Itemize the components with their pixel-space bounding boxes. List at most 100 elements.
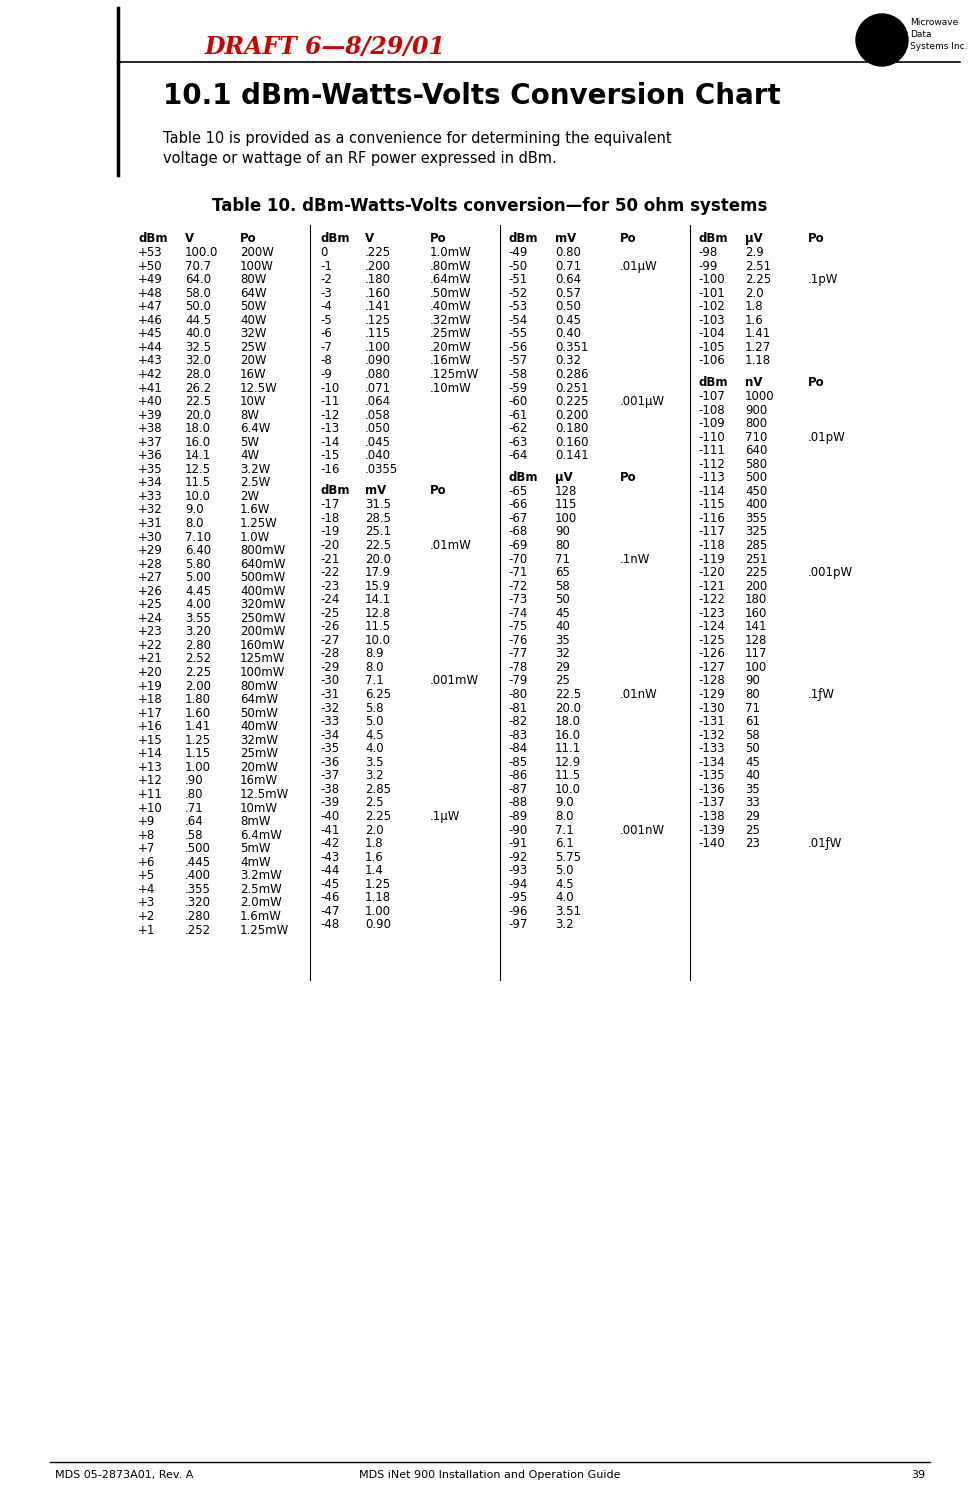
Text: -87: -87 xyxy=(508,783,527,796)
Text: 1.25: 1.25 xyxy=(185,734,211,747)
Text: -125: -125 xyxy=(698,634,725,647)
Text: 128: 128 xyxy=(745,634,767,647)
Text: -52: -52 xyxy=(508,286,527,300)
Text: 25.1: 25.1 xyxy=(365,525,391,538)
Text: +41: +41 xyxy=(138,382,163,395)
Text: 0: 0 xyxy=(320,246,327,259)
Text: 0.80: 0.80 xyxy=(555,246,581,259)
Text: -40: -40 xyxy=(320,810,339,823)
Text: 40.0: 40.0 xyxy=(185,328,211,340)
Text: -129: -129 xyxy=(698,687,725,701)
Text: +35: +35 xyxy=(138,462,163,476)
Text: 5.0: 5.0 xyxy=(555,865,573,877)
Text: 100: 100 xyxy=(745,661,767,674)
Text: 115: 115 xyxy=(555,498,577,511)
Text: 8.0: 8.0 xyxy=(365,661,383,674)
Text: 1.6W: 1.6W xyxy=(240,504,270,516)
Text: -97: -97 xyxy=(508,918,527,932)
Text: -5: -5 xyxy=(320,313,332,327)
Text: 1.25mW: 1.25mW xyxy=(240,923,289,936)
Text: -32: -32 xyxy=(320,702,339,714)
Text: 4.45: 4.45 xyxy=(185,584,211,598)
Text: -83: -83 xyxy=(508,729,527,741)
Text: 1.25W: 1.25W xyxy=(240,517,277,529)
Text: 1.18: 1.18 xyxy=(365,892,391,905)
Text: 33: 33 xyxy=(745,796,760,810)
Text: -84: -84 xyxy=(508,743,527,756)
Text: -67: -67 xyxy=(508,511,527,525)
Text: 20mW: 20mW xyxy=(240,760,278,774)
Text: 2.51: 2.51 xyxy=(745,259,771,273)
Text: -21: -21 xyxy=(320,553,339,565)
Text: -116: -116 xyxy=(698,511,725,525)
Text: -78: -78 xyxy=(508,661,527,674)
Text: 4W: 4W xyxy=(240,449,259,462)
Text: -108: -108 xyxy=(698,404,724,416)
Text: -62: -62 xyxy=(508,422,527,435)
Text: 200W: 200W xyxy=(240,246,273,259)
Text: 0.286: 0.286 xyxy=(555,368,589,380)
Text: 25: 25 xyxy=(555,674,570,687)
Text: Po: Po xyxy=(808,376,824,389)
Text: 3.2mW: 3.2mW xyxy=(240,869,282,883)
Text: 39: 39 xyxy=(910,1470,925,1481)
Text: +22: +22 xyxy=(138,640,163,652)
Text: -81: -81 xyxy=(508,702,527,714)
Text: -18: -18 xyxy=(320,511,339,525)
Text: .01mW: .01mW xyxy=(430,540,471,552)
Text: 35: 35 xyxy=(745,783,760,796)
Text: 5.80: 5.80 xyxy=(185,558,211,571)
Text: -138: -138 xyxy=(698,810,724,823)
Text: Table 10. dBm-Watts-Volts conversion—for 50 ohm systems: Table 10. dBm-Watts-Volts conversion—for… xyxy=(213,197,767,215)
Text: 160mW: 160mW xyxy=(240,640,285,652)
Text: 80W: 80W xyxy=(240,273,267,286)
Text: Table 10 is provided as a convenience for determining the equivalent: Table 10 is provided as a convenience fo… xyxy=(163,131,671,146)
Text: .64mW: .64mW xyxy=(430,273,472,286)
Text: -26: -26 xyxy=(320,620,339,634)
Text: 6.40: 6.40 xyxy=(185,544,211,558)
Text: MDS iNet 900 Installation and Operation Guide: MDS iNet 900 Installation and Operation … xyxy=(360,1470,620,1481)
Text: -54: -54 xyxy=(508,313,527,327)
Text: 6.1: 6.1 xyxy=(555,836,573,850)
Text: 800: 800 xyxy=(745,417,767,429)
Text: 2.80: 2.80 xyxy=(185,640,211,652)
Text: 18.0: 18.0 xyxy=(185,422,211,435)
Text: 10.0: 10.0 xyxy=(185,491,211,502)
Text: -114: -114 xyxy=(698,485,725,498)
Text: 0.200: 0.200 xyxy=(555,409,588,422)
Text: +17: +17 xyxy=(138,707,163,720)
Text: -31: -31 xyxy=(320,687,339,701)
Text: 125mW: 125mW xyxy=(240,653,285,665)
Text: -46: -46 xyxy=(320,892,339,905)
Text: .001µW: .001µW xyxy=(620,395,665,409)
Text: .080: .080 xyxy=(365,368,391,380)
Text: 0.71: 0.71 xyxy=(555,259,581,273)
Text: 0.225: 0.225 xyxy=(555,395,589,409)
Text: +14: +14 xyxy=(138,747,163,760)
Text: 5.75: 5.75 xyxy=(555,851,581,863)
Text: +26: +26 xyxy=(138,584,163,598)
Text: 40W: 40W xyxy=(240,313,267,327)
Text: MDS: MDS xyxy=(863,30,901,45)
Text: .10mW: .10mW xyxy=(430,382,471,395)
Text: -2: -2 xyxy=(320,273,332,286)
Text: .50mW: .50mW xyxy=(430,286,471,300)
Text: 3.2: 3.2 xyxy=(555,918,573,932)
Text: nV: nV xyxy=(745,376,762,389)
Text: -113: -113 xyxy=(698,471,725,485)
Text: -16: -16 xyxy=(320,462,339,476)
Text: 80: 80 xyxy=(555,540,569,552)
Text: -118: -118 xyxy=(698,540,725,552)
Text: .115: .115 xyxy=(365,328,391,340)
Text: 1.8: 1.8 xyxy=(745,300,763,313)
Text: .40mW: .40mW xyxy=(430,300,471,313)
Text: 90: 90 xyxy=(555,525,570,538)
Text: -25: -25 xyxy=(320,607,339,620)
Text: 22.5: 22.5 xyxy=(365,540,391,552)
Text: 2W: 2W xyxy=(240,491,259,502)
Text: 100mW: 100mW xyxy=(240,666,285,678)
Text: -96: -96 xyxy=(508,905,527,918)
Text: 2.25: 2.25 xyxy=(185,666,211,678)
Text: -76: -76 xyxy=(508,634,527,647)
Text: 5.00: 5.00 xyxy=(185,571,211,584)
